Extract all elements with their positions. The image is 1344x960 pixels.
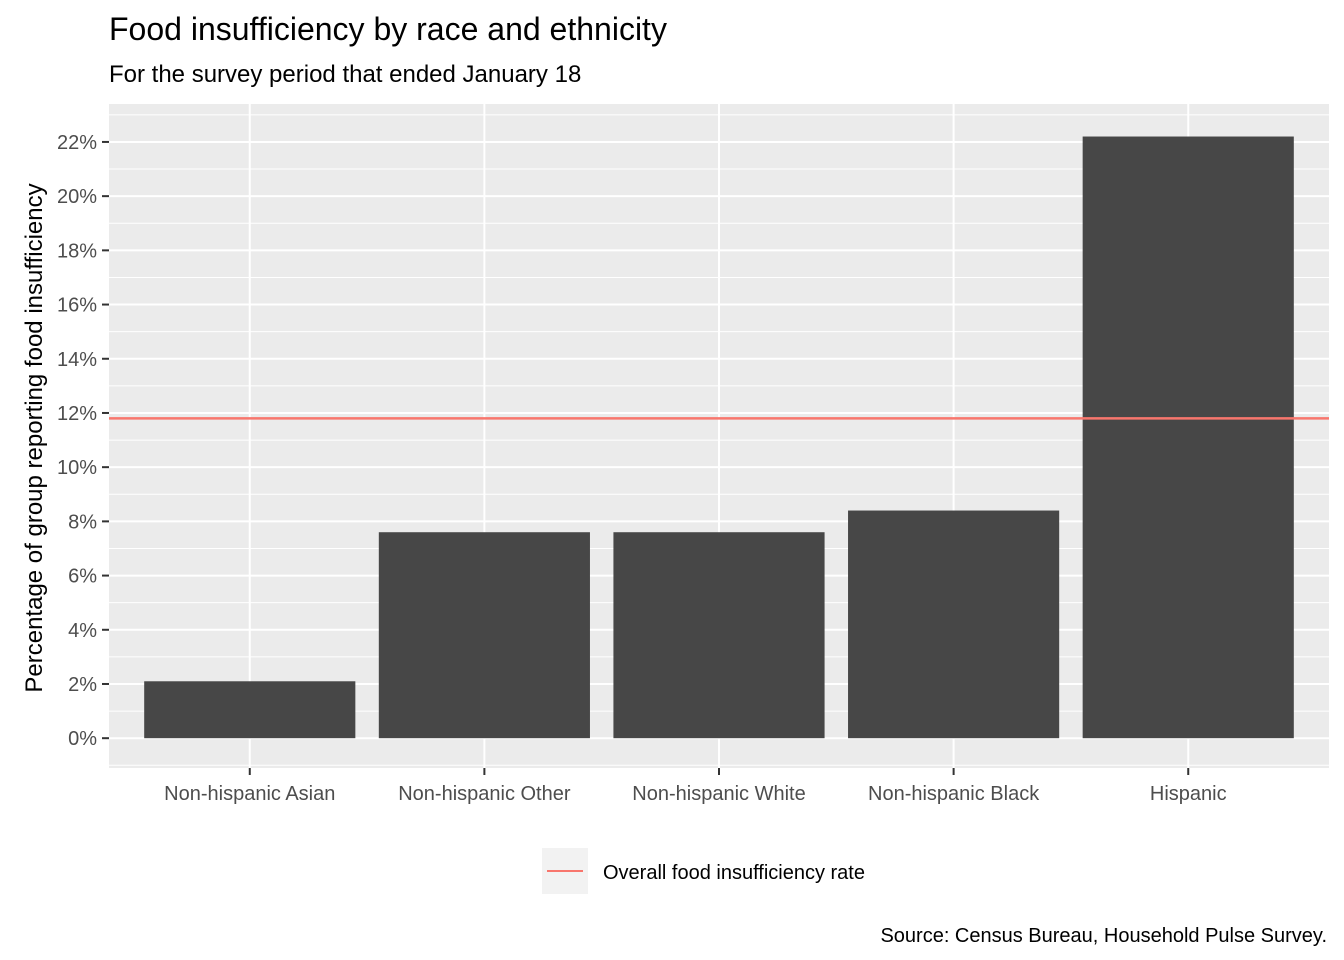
chart-caption: Source: Census Bureau, Household Pulse S… bbox=[880, 925, 1327, 947]
bar bbox=[378, 532, 590, 739]
legend-label: Overall food insufficiency rate bbox=[603, 862, 865, 884]
y-axis-title: Percentage of group reporting food insuf… bbox=[21, 183, 48, 692]
y-tick-label: 10% bbox=[57, 457, 97, 479]
y-tick-label: 22% bbox=[57, 132, 97, 154]
y-axis: 0% 2% 4% 6% 8% 10% 12% 14% 16% 18% 20% 22% bbox=[57, 132, 109, 750]
bar bbox=[1082, 136, 1294, 739]
y-tick-label: 0% bbox=[68, 728, 97, 750]
y-tick-label: 8% bbox=[68, 511, 97, 533]
y-tick-label: 16% bbox=[57, 295, 97, 317]
legend: Overall food insufficiency rate bbox=[542, 848, 865, 894]
bar bbox=[144, 681, 356, 739]
y-tick-label: 12% bbox=[57, 403, 97, 425]
bar bbox=[848, 510, 1060, 739]
x-axis: Non-hispanic Asian Non-hispanic Other Non-… bbox=[164, 768, 1227, 805]
y-tick-label: 18% bbox=[57, 240, 97, 262]
y-tick-label: 14% bbox=[57, 349, 97, 371]
bar bbox=[613, 532, 825, 739]
x-tick-label: Non-hispanic White bbox=[632, 783, 805, 805]
y-tick-label: 2% bbox=[68, 674, 97, 696]
x-tick-label: Non-hispanic Other bbox=[398, 783, 571, 805]
y-tick-label: 4% bbox=[68, 620, 97, 642]
x-tick-label: Non-hispanic Asian bbox=[164, 783, 335, 805]
y-tick-label: 6% bbox=[68, 566, 97, 588]
chart-title: Food insufficiency by race and ethnicity bbox=[109, 11, 667, 47]
bars bbox=[144, 136, 1294, 739]
chart-subtitle: For the survey period that ended January… bbox=[109, 61, 581, 88]
x-tick-label: Non-hispanic Black bbox=[868, 783, 1040, 805]
y-tick-label: 20% bbox=[57, 186, 97, 208]
x-tick-label: Hispanic bbox=[1150, 783, 1227, 805]
